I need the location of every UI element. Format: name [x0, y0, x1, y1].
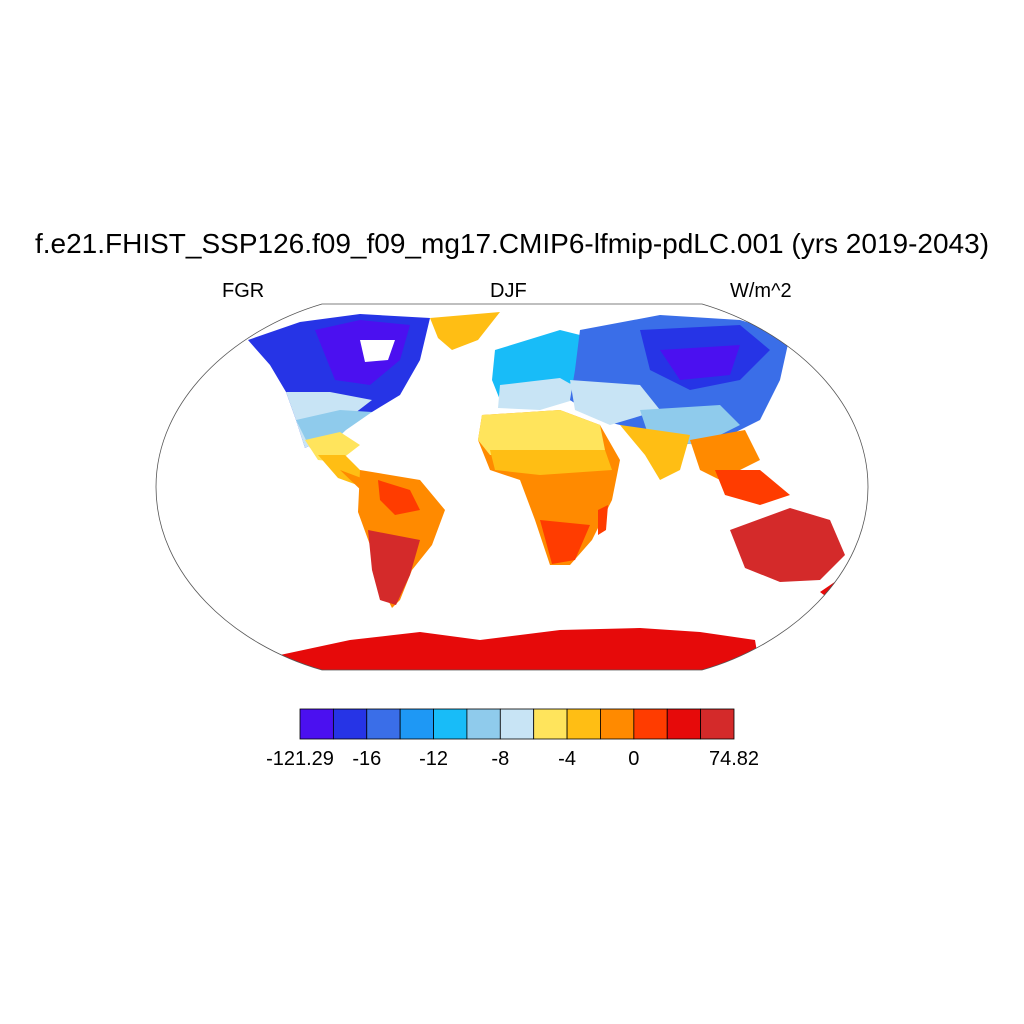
season-label: DJF: [490, 280, 527, 302]
colorbar-swatch: [399, 708, 434, 740]
north-america-region: [248, 314, 430, 494]
colorbar-swatch: [499, 708, 535, 740]
colorbar-swatch: [633, 708, 668, 740]
colorbar-swatch: [600, 708, 635, 740]
asia-region: [570, 315, 790, 505]
variable-label: FGR: [222, 280, 265, 302]
plot-title: f.e21.FHIST_SSP126.f09_f09_mg17.CMIP6-lf…: [34, 228, 990, 259]
australia-region: [730, 508, 845, 582]
colorbar-swatch: [533, 708, 568, 740]
colorbar-tick-label: -4: [558, 748, 576, 770]
greenland-region: [430, 312, 500, 350]
colorbar-swatch: [433, 708, 468, 740]
colorbar-tick-label: 0: [628, 748, 639, 770]
colorbar-swatch: [666, 708, 702, 740]
colorbar-swatch: [299, 708, 334, 740]
colorbar-swatch: [700, 708, 735, 740]
colorbar: -121.29 -16 -12 -8 -4 0 74.82: [266, 708, 759, 770]
land-masses: [248, 312, 845, 670]
colorbar-tick-label: -16: [352, 748, 381, 770]
units-label: W/m^2: [730, 280, 792, 302]
colorbar-swatch: [332, 708, 368, 740]
colorbar-tick-label: -8: [491, 748, 509, 770]
map-outline: [155, 303, 869, 671]
africa-region: [478, 410, 620, 565]
antarctica-region: [270, 628, 760, 670]
colorbar-swatch: [466, 708, 501, 740]
colorbar-swatch: [366, 708, 401, 740]
colorbar-swatch: [566, 708, 601, 740]
colorbar-tick-label: 74.82: [709, 748, 759, 770]
colorbar-tick-label: -12: [419, 748, 448, 770]
colorbar-tick-label: -121.29: [266, 748, 334, 770]
south-america-region: [358, 470, 445, 608]
